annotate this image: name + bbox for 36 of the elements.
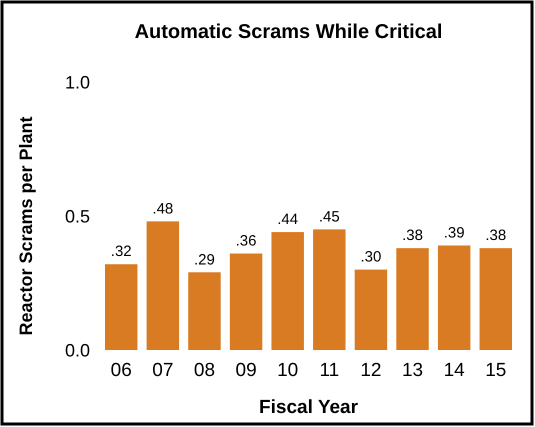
data-label: .44 xyxy=(277,211,298,228)
x-tick-label: 07 xyxy=(152,360,174,381)
x-tick-label: 06 xyxy=(110,360,132,381)
data-label: .38 xyxy=(402,227,423,244)
y-tick-label: 0.0 xyxy=(64,340,90,360)
y-tick-label: 0.5 xyxy=(64,206,90,226)
x-tick-label: 13 xyxy=(402,360,424,381)
data-label: .30 xyxy=(360,248,382,266)
bar xyxy=(230,254,262,350)
bar xyxy=(146,221,180,350)
bar xyxy=(354,270,388,350)
bar xyxy=(438,245,470,350)
data-label: .48 xyxy=(152,200,174,218)
bar xyxy=(480,248,512,350)
bar xyxy=(313,229,346,350)
x-tick-label: 14 xyxy=(444,360,466,381)
x-tick-label: 08 xyxy=(194,360,216,381)
data-label: .32 xyxy=(110,243,132,260)
x-tick-label: 10 xyxy=(277,360,298,381)
y-tick-label: 1.0 xyxy=(64,72,90,92)
x-tick-label: 09 xyxy=(236,360,257,381)
bar xyxy=(188,272,221,350)
bar xyxy=(104,264,138,350)
x-axis-title: Fiscal Year xyxy=(259,397,359,418)
data-label: .39 xyxy=(444,224,465,242)
data-label: .45 xyxy=(318,208,340,226)
y-axis-title: Reactor Scrams per Plant xyxy=(16,116,36,336)
data-label: .29 xyxy=(194,251,215,268)
x-tick-label: 11 xyxy=(319,360,340,381)
chart-title: Automatic Scrams While Critical xyxy=(134,21,442,43)
x-tick-label: 15 xyxy=(485,360,506,381)
bar xyxy=(271,232,304,350)
data-label: .38 xyxy=(485,227,506,244)
bar xyxy=(396,248,429,350)
x-tick-label: 12 xyxy=(360,360,382,381)
data-label: .36 xyxy=(236,232,257,250)
